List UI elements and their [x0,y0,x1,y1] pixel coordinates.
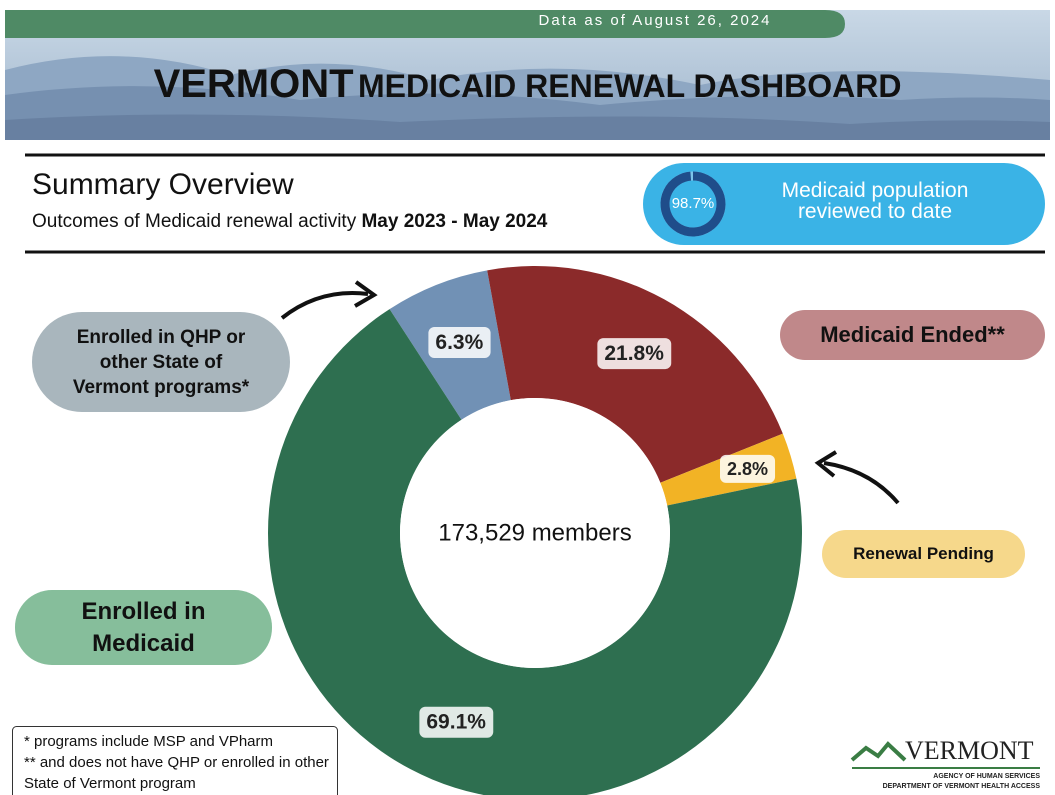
footnote: ** and does not have QHP or enrolled in … [24,752,334,794]
value-label: 6.3% [435,331,483,354]
logo-lines: AGENCY OF HUMAN SERVICES DEPARTMENT OF V… [850,772,1040,792]
summary-subtitle: Outcomes of Medicaid renewal activity Ma… [32,211,547,233]
summary-title: Summary Overview [32,168,294,202]
logo-mark [852,744,905,760]
value-label: 2.8% [727,459,768,479]
logo-line: DEPARTMENT OF VERMONT HEALTH ACCESS [850,782,1040,792]
value-label: 69.1% [426,711,486,734]
callout: Renewal Pending [822,530,1025,578]
logo-name: VERMONT [905,736,1034,766]
callout: Enrolled in QHP or other State of Vermon… [32,312,290,412]
legend-label: Medicaid Ended** [820,322,1005,348]
footnote: * programs include MSP and VPharm [24,731,334,752]
title: VERMONT MEDICAID RENEWAL DASHBOARD [0,62,1055,107]
date: Data as of August 26, 2024 [440,12,870,29]
legend-label: Enrolled in QHP or other State of Vermon… [64,325,259,400]
subtitle-text: Outcomes of Medicaid renewal activity [32,211,356,232]
value-label: 21.8% [604,342,664,365]
footnotes: * programs include MSP and VPharm ** and… [24,731,334,794]
donut: 6.3% 21.8% 2.8% 69.1% 173,529 members [268,266,802,795]
arrow [824,463,898,503]
dashboard: 6.3% 21.8% 2.8% 69.1% 173,529 members Data a… [0,0,1055,795]
subtitle-period: May 2023 - May 2024 [361,211,547,232]
kpi-text: Medicaid population reviewed to date [745,180,1005,222]
logo-line: AGENCY OF HUMAN SERVICES [850,772,1040,782]
legend-label: Enrolled in Medicaid [54,596,234,660]
kpi-value: 98.7% [663,195,723,212]
legend-label: Renewal Pending [853,544,994,564]
title-sub: MEDICAID RENEWAL DASHBOARD [358,68,901,104]
title-main: VERMONT [154,62,354,106]
callout: Enrolled in Medicaid [15,590,272,665]
center-label: 173,529 members [438,520,631,547]
callout: Medicaid Ended** [780,310,1045,360]
